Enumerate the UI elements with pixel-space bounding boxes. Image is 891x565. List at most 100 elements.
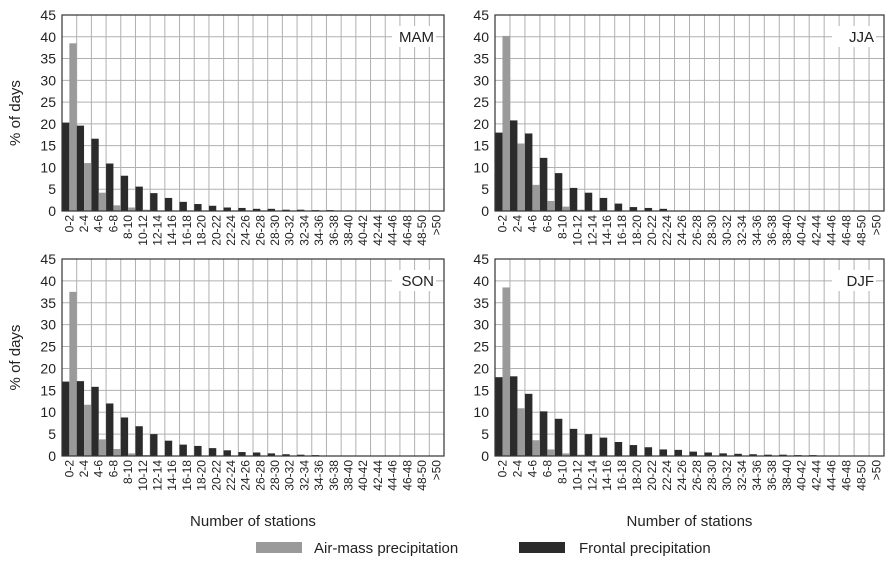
x-tick-label: 42-44: [371, 460, 385, 491]
x-tick-label: 40-42: [795, 215, 809, 246]
bar-frontal-12-14: [584, 192, 593, 211]
x-tick-label: 32-34: [297, 215, 311, 246]
y-tick-label: 40: [473, 273, 489, 289]
y-tick-label: 5: [48, 181, 56, 197]
x-tick-label: 22-24: [224, 215, 238, 246]
bar-air-mass-4-6: [532, 184, 540, 211]
x-tick-label: 30-32: [720, 215, 734, 246]
bar-frontal-32-34: [734, 453, 742, 456]
x-tick-label: 6-8: [106, 460, 120, 478]
x-tick-label: 48-50: [855, 215, 869, 246]
legend-swatch-frontal: [519, 542, 565, 553]
bar-air-mass-4-6: [98, 192, 107, 211]
x-tick-label: 0-2: [495, 215, 509, 233]
bar-air-mass-8-10: [562, 453, 570, 456]
bar-frontal-22-24: [223, 207, 231, 211]
x-tick-label: 48-50: [415, 460, 429, 491]
bar-frontal-20-22: [208, 205, 217, 211]
y-tick-label: 30: [40, 72, 56, 88]
bar-frontal-18-20: [629, 207, 638, 211]
y-tick-label: 45: [40, 7, 56, 23]
x-tick-label: 26-28: [690, 215, 704, 246]
bar-frontal-4-6: [524, 393, 533, 456]
y-tick-label: 35: [40, 51, 56, 67]
x-tick-label: 48-50: [855, 460, 869, 491]
y-axis-label: % of days: [7, 80, 24, 146]
x-tick-label: 6-8: [540, 215, 554, 233]
x-tick-label: 16-18: [180, 215, 194, 246]
bar-frontal-30-32: [282, 454, 290, 456]
x-tick-label: 40-42: [795, 460, 809, 491]
y-tick-label: 10: [40, 159, 56, 175]
bar-frontal-14-16: [599, 437, 608, 456]
x-tick-label: 22-24: [660, 460, 674, 491]
x-tick-label: 4-6: [525, 460, 539, 478]
y-tick-label: 40: [40, 29, 56, 45]
x-tick-label: 36-38: [327, 460, 341, 491]
bar-air-mass-0-2: [502, 287, 510, 456]
x-tick-label: >50: [430, 215, 444, 236]
y-tick-label: 0: [481, 203, 489, 219]
y-tick-label: 20: [40, 360, 56, 376]
x-tick-label: 6-8: [106, 215, 120, 233]
bar-frontal-2-4: [76, 381, 85, 456]
bar-air-mass-6-8: [547, 200, 555, 211]
bar-air-mass-10-12: [577, 454, 585, 456]
bar-frontal-22-24: [659, 208, 668, 211]
bar-frontal-20-22: [644, 447, 653, 456]
bar-frontal-0-2: [495, 377, 503, 456]
y-tick-label: 0: [481, 448, 489, 464]
x-tick-label: 30-32: [720, 460, 734, 491]
x-tick-label: 44-46: [386, 215, 400, 246]
y-tick-label: 5: [48, 426, 56, 442]
x-tick-label: 10-12: [136, 215, 150, 246]
bar-air-mass-6-8: [113, 205, 121, 211]
bar-frontal-24-26: [238, 207, 246, 211]
bar-frontal-20-22: [208, 448, 217, 456]
x-tick-label: 16-18: [180, 460, 194, 491]
y-tick-label: 35: [40, 295, 56, 311]
y-tick-label: 15: [40, 138, 56, 154]
x-tick-label: 26-28: [253, 215, 267, 246]
season-label: SON: [401, 273, 434, 290]
y-tick-label: 0: [48, 448, 56, 464]
y-axis-label: % of days: [7, 325, 24, 391]
x-tick-label: 10-12: [136, 460, 150, 491]
y-tick-label: 25: [473, 339, 489, 355]
x-tick-label: 22-24: [660, 215, 674, 246]
bar-frontal-10-12: [569, 428, 578, 456]
bar-frontal-2-4: [509, 120, 518, 211]
x-tick-label: 18-20: [195, 215, 209, 246]
bar-frontal-16-18: [614, 203, 623, 211]
bar-frontal-0-2: [495, 132, 503, 211]
x-tick-label: 8-10: [555, 215, 569, 239]
x-tick-label: 32-34: [735, 460, 749, 491]
x-tick-label: 0-2: [62, 460, 76, 478]
bar-air-mass-6-8: [113, 448, 121, 456]
bar-frontal-14-16: [164, 197, 173, 211]
bar-frontal-20-22: [644, 207, 653, 211]
x-tick-label: 24-26: [675, 215, 689, 246]
x-tick-label: 2-4: [77, 460, 91, 478]
x-tick-label: 44-46: [386, 460, 400, 491]
x-tick-label: 28-30: [268, 460, 282, 491]
bar-frontal-22-24: [659, 449, 668, 456]
x-tick-label: 8-10: [121, 215, 135, 239]
bar-frontal-16-18: [179, 444, 187, 456]
x-tick-label: 22-24: [224, 460, 238, 491]
x-tick-label: 8-10: [121, 460, 135, 484]
plot-frame: [494, 258, 885, 457]
y-tick-label: 10: [40, 404, 56, 420]
bar-frontal-34-36: [749, 454, 757, 456]
season-label: DJF: [847, 273, 875, 290]
x-tick-label: 16-18: [615, 460, 629, 491]
x-tick-label: 2-4: [510, 460, 524, 478]
x-tick-label: 42-44: [810, 215, 824, 246]
bar-air-mass-10-12: [142, 209, 151, 211]
bar-frontal-8-10: [554, 173, 563, 211]
x-tick-label: 4-6: [525, 215, 539, 233]
x-tick-label: 28-30: [705, 215, 719, 246]
